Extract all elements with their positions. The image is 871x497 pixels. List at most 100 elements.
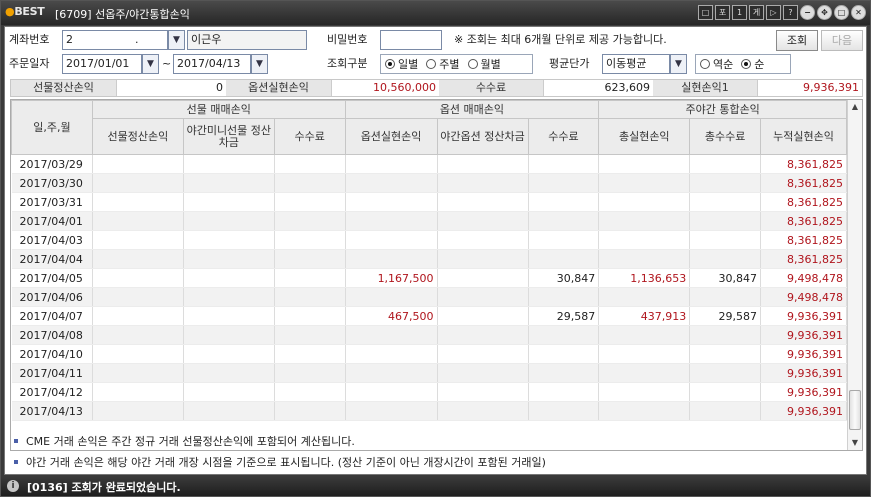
table-cell bbox=[183, 154, 275, 174]
table-row[interactable]: 2017/04/01 8,361,825 bbox=[11, 211, 847, 231]
options-group-header: 옵션 매매손익 bbox=[344, 100, 600, 119]
sort-reverse-radio[interactable]: 역순 bbox=[700, 56, 733, 72]
realized-pnl-value: 9,936,391 bbox=[757, 80, 862, 96]
table-cell bbox=[598, 325, 691, 345]
next-button[interactable]: 다음 bbox=[821, 30, 863, 51]
table-row[interactable]: 2017/04/03 8,361,825 bbox=[11, 230, 847, 250]
table-cell bbox=[528, 249, 600, 269]
link-icon[interactable]: ▷ bbox=[766, 5, 781, 20]
table-row[interactable]: 2017/03/30 8,361,825 bbox=[11, 173, 847, 193]
scroll-thumb[interactable] bbox=[849, 390, 861, 430]
table-row[interactable]: 2017/04/08 9,936,391 bbox=[11, 325, 847, 345]
app-logo: ●BEST bbox=[5, 5, 45, 18]
scroll-down-icon[interactable]: ▼ bbox=[851, 438, 859, 447]
table-cell bbox=[345, 173, 438, 193]
date-to-dropdown-icon[interactable]: ▼ bbox=[251, 54, 268, 74]
date-from-input[interactable]: 2017/01/01 bbox=[62, 54, 142, 74]
move-icon[interactable]: ✥ bbox=[817, 5, 832, 20]
table-cell bbox=[528, 154, 600, 174]
window-client: 계좌번호 2. ▼ 이근우 비밀번호 ※ 조회는 최대 6개월 단위로 제공 가… bbox=[4, 26, 867, 475]
table-row[interactable]: 2017/03/29 8,361,825 bbox=[11, 154, 847, 174]
table-cell bbox=[437, 230, 529, 250]
grid-vertical-scrollbar[interactable]: ▲ ▼ bbox=[847, 100, 862, 450]
password-input[interactable] bbox=[380, 30, 442, 50]
table-cell bbox=[528, 382, 600, 402]
table-cell: 9,936,391 bbox=[760, 401, 847, 421]
title-buttons: □ 포 1 게 ▷ ? − ✥ □ ✕ bbox=[698, 5, 866, 20]
sort-forward-radio[interactable]: 순 bbox=[741, 56, 764, 72]
date-from-dropdown-icon[interactable]: ▼ bbox=[142, 54, 159, 74]
table-cell bbox=[528, 401, 600, 421]
table-cell bbox=[92, 287, 184, 307]
fee-label: 수수료 bbox=[439, 80, 543, 96]
table-cell: 8,361,825 bbox=[760, 154, 847, 174]
date-cell: 2017/04/10 bbox=[11, 344, 93, 364]
date-cell: 2017/04/11 bbox=[11, 363, 93, 383]
table-row[interactable]: 2017/04/05 1,167,500 30,847 1,136,653 30,847… bbox=[11, 268, 847, 288]
table-row[interactable]: 2017/03/31 8,361,825 bbox=[11, 192, 847, 212]
minimize-icon[interactable]: − bbox=[800, 5, 815, 20]
date-header[interactable]: 일,주,월 bbox=[11, 100, 93, 155]
radio-unchecked-icon bbox=[700, 59, 710, 69]
column-header[interactable]: 총수수료 bbox=[689, 118, 761, 155]
column-header[interactable]: 수수료 bbox=[273, 118, 346, 155]
title-bar[interactable]: ●BEST [6709] 선옵주/야간통합손익 □ 포 1 게 ▷ ? − ✥ … bbox=[1, 1, 870, 25]
date-cell: 2017/04/12 bbox=[11, 382, 93, 402]
avg-price-dropdown-icon[interactable]: ▼ bbox=[670, 54, 687, 74]
password-label: 비밀번호 bbox=[327, 33, 368, 46]
table-cell: 9,936,391 bbox=[760, 344, 847, 364]
table-row[interactable]: 2017/04/07 467,500 29,587 437,913 29,587 9,93… bbox=[11, 306, 847, 326]
table-cell bbox=[345, 211, 438, 231]
help-icon[interactable]: ? bbox=[783, 5, 798, 20]
avg-price-select[interactable]: 이동평균 bbox=[602, 54, 670, 74]
table-cell: 9,936,391 bbox=[760, 363, 847, 383]
table-cell bbox=[274, 192, 346, 212]
account-dropdown-icon[interactable]: ▼ bbox=[168, 30, 185, 50]
table-cell: 9,498,478 bbox=[760, 287, 847, 307]
scroll-up-icon[interactable]: ▲ bbox=[851, 102, 859, 111]
table-cell bbox=[345, 154, 438, 174]
info-icon: i bbox=[7, 480, 19, 492]
table-cell bbox=[689, 154, 761, 174]
table-cell bbox=[274, 230, 346, 250]
table-row[interactable]: 2017/04/13 9,936,391 bbox=[11, 401, 847, 421]
period-label: 조회구분 bbox=[327, 57, 368, 70]
restore-icon[interactable]: □ bbox=[698, 5, 713, 20]
table-cell bbox=[92, 306, 184, 326]
pin-icon[interactable]: 포 bbox=[715, 5, 730, 20]
maximize-icon[interactable]: □ bbox=[834, 5, 849, 20]
account-input[interactable]: 2. bbox=[62, 30, 168, 50]
table-cell bbox=[92, 325, 184, 345]
table-cell bbox=[598, 382, 691, 402]
column-header[interactable]: 선물정산손익 bbox=[91, 118, 184, 155]
table-row[interactable]: 2017/04/06 9,498,478 bbox=[11, 287, 847, 307]
period-weekly-radio[interactable]: 주별 bbox=[426, 56, 460, 72]
table-cell bbox=[183, 363, 275, 383]
table-cell bbox=[437, 306, 529, 326]
number-one-icon[interactable]: 1 bbox=[732, 5, 747, 20]
column-header[interactable]: 옵션실현손익 bbox=[344, 118, 438, 155]
table-cell bbox=[92, 382, 184, 402]
date-to-input[interactable]: 2017/04/13 bbox=[173, 54, 251, 74]
table-row[interactable]: 2017/04/11 9,936,391 bbox=[11, 363, 847, 383]
table-row[interactable]: 2017/04/04 8,361,825 bbox=[11, 249, 847, 269]
column-header[interactable]: 총실현손익 bbox=[598, 118, 691, 155]
table-cell bbox=[183, 287, 275, 307]
table-row[interactable]: 2017/04/10 9,936,391 bbox=[11, 344, 847, 364]
table-cell: 9,936,391 bbox=[760, 306, 847, 326]
table-cell bbox=[183, 173, 275, 193]
table-cell bbox=[437, 173, 529, 193]
query-button[interactable]: 조회 bbox=[776, 30, 818, 51]
table-cell bbox=[528, 325, 600, 345]
period-daily-radio[interactable]: 일별 bbox=[385, 56, 418, 72]
table-cell: 437,913 bbox=[598, 306, 691, 326]
column-header[interactable]: 수수료 bbox=[527, 118, 600, 155]
table-row[interactable]: 2017/04/12 9,936,391 bbox=[11, 382, 847, 402]
column-header[interactable]: 야간미니선물 정산차금 bbox=[182, 118, 275, 155]
post-icon[interactable]: 게 bbox=[749, 5, 764, 20]
column-header[interactable]: 야간옵션 정산차금 bbox=[436, 118, 529, 155]
period-monthly-radio[interactable]: 월별 bbox=[467, 56, 501, 72]
close-icon[interactable]: ✕ bbox=[851, 5, 866, 20]
column-header[interactable]: 누적실현손익 bbox=[760, 118, 847, 155]
